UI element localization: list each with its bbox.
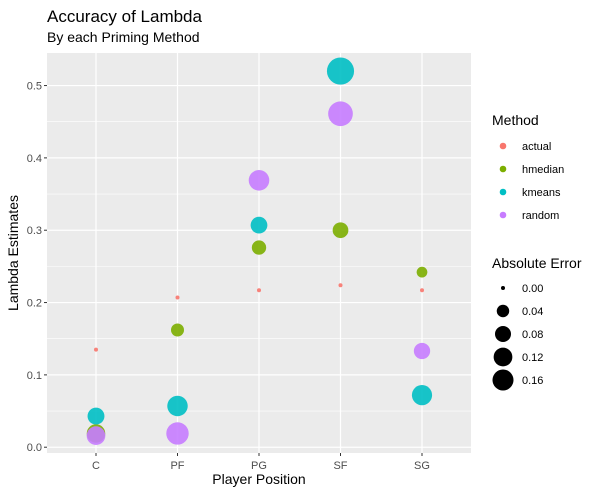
point-random-pg xyxy=(248,170,270,191)
point-kmeans-sg xyxy=(411,385,433,406)
y-axis-title: Lambda Estimates xyxy=(5,195,21,311)
point-actual-pf xyxy=(175,295,180,300)
point-random-c xyxy=(86,426,106,445)
legend-method: Method actual hmedian kmeans random xyxy=(492,112,564,222)
data-points xyxy=(86,57,433,445)
point-actual-pg xyxy=(257,288,261,293)
legend-label-actual: actual xyxy=(522,141,551,153)
x-tick-label: PG xyxy=(251,460,267,472)
legend-size-label: 0.00 xyxy=(522,283,543,295)
legend-size-label: 0.04 xyxy=(522,306,543,318)
legend-label-random: random xyxy=(522,210,559,222)
x-axis-ticks: C PF PG SF SG xyxy=(92,453,430,472)
y-tick-label: 0.0 xyxy=(27,442,42,454)
legend-size-key xyxy=(501,286,505,290)
point-actual-sg xyxy=(420,288,424,293)
legend-size-label: 0.16 xyxy=(522,375,543,387)
x-tick-label: SG xyxy=(414,460,430,472)
x-tick-label: C xyxy=(92,460,100,472)
legend-size-key xyxy=(493,347,513,367)
x-tick-label: SF xyxy=(333,460,347,472)
point-hmedian-pf xyxy=(170,323,185,337)
legend-size-label: 0.08 xyxy=(522,329,543,341)
legend-method-title: Method xyxy=(492,112,539,128)
point-kmeans-pf xyxy=(167,395,188,417)
y-tick-label: 0.2 xyxy=(27,298,42,310)
legend-label-hmedian: hmedian xyxy=(522,164,564,176)
y-tick-label: 0.4 xyxy=(27,153,42,165)
point-actual-sf xyxy=(338,283,343,288)
point-kmeans-sf xyxy=(326,57,355,85)
legend-key-random xyxy=(499,211,507,219)
point-kmeans-pg xyxy=(250,216,268,234)
legend-size-key xyxy=(492,369,514,391)
point-hmedian-sg xyxy=(416,266,428,278)
legend-size-key xyxy=(496,304,510,318)
legend-key-kmeans xyxy=(499,188,507,196)
legend-key-actual xyxy=(499,142,507,150)
point-hmedian-sf xyxy=(332,222,349,239)
point-random-pf xyxy=(166,422,189,445)
y-tick-label: 0.5 xyxy=(27,81,42,93)
chart-title: Accuracy of Lambda xyxy=(47,7,203,26)
y-tick-label: 0.3 xyxy=(27,225,42,237)
legend-size-key xyxy=(494,325,512,343)
point-hmedian-pg xyxy=(251,240,267,255)
x-axis-title: Player Position xyxy=(212,471,305,487)
legend-label-kmeans: kmeans xyxy=(522,187,561,199)
chart-subtitle: By each Priming Method xyxy=(47,29,200,45)
x-tick-label: PF xyxy=(170,460,184,472)
point-random-sf xyxy=(328,101,353,127)
y-axis-ticks: 0.0 0.1 0.2 0.3 0.4 0.5 xyxy=(27,81,47,454)
point-random-sg xyxy=(413,342,431,360)
point-kmeans-c xyxy=(87,407,105,425)
legend-key-hmedian xyxy=(499,165,507,173)
legend-size-label: 0.12 xyxy=(522,352,543,364)
y-tick-label: 0.1 xyxy=(27,370,42,382)
legend-absolute-error: Absolute Error 0.00 0.04 0.08 0.12 0.16 xyxy=(492,255,582,391)
point-actual-c xyxy=(94,347,98,352)
legend-size-title: Absolute Error xyxy=(492,255,582,271)
